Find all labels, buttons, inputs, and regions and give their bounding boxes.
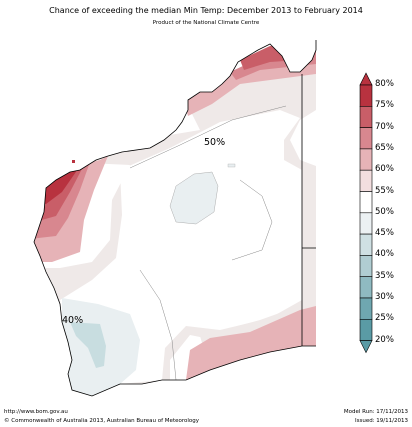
- legend-swatch: [359, 276, 373, 299]
- legend-label: 35%: [375, 270, 394, 281]
- coastline: [33, 40, 317, 397]
- band-40: [70, 322, 106, 368]
- contour-line-interior: [231, 179, 273, 261]
- state-border: [301, 74, 316, 346]
- island-mark: [72, 160, 75, 163]
- label-50-percent: 50%: [204, 137, 226, 148]
- footer-issued: Issued: 19/11/2013: [354, 418, 408, 424]
- map-subtitle: Product of the National Climate Centre: [152, 20, 260, 26]
- legend-swatch: [359, 212, 373, 235]
- legend-label: 50%: [375, 206, 394, 217]
- legend-label: 60%: [375, 164, 394, 175]
- legend-arrow-bottom: [359, 340, 373, 354]
- island-mark: [227, 163, 236, 168]
- legend-label: 55%: [375, 185, 394, 196]
- legend-swatch: [359, 255, 373, 277]
- contour-line-50: [129, 105, 287, 169]
- legend-swatch: [359, 318, 373, 341]
- legend-swatch: [359, 106, 373, 128]
- footer-model-run: Model Run: 17/11/2013: [343, 409, 408, 415]
- legend-swatch: [359, 191, 373, 214]
- label-40-percent: 40%: [62, 315, 84, 326]
- map-title: Chance of exceeding the median Min Temp:…: [49, 6, 363, 15]
- legend-label: 20%: [375, 334, 394, 345]
- footer-url: http://www.bom.gov.au: [4, 409, 68, 415]
- legend-label: 80%: [375, 79, 394, 89]
- legend-colorbar: [359, 72, 373, 354]
- legend-swatch: [359, 169, 373, 192]
- map-region: [33, 40, 317, 397]
- legend-swatch: [359, 127, 373, 150]
- band-65-southeast: [186, 306, 316, 380]
- legend-swatch: [359, 84, 373, 107]
- legend-swatch: [359, 233, 373, 256]
- legend-label: 75%: [375, 100, 394, 111]
- legend-label: 30%: [375, 292, 394, 302]
- legend-label: 65%: [375, 142, 394, 153]
- legend-label: 70%: [375, 121, 394, 132]
- legend-swatch: [359, 148, 373, 171]
- legend-swatch: [359, 297, 373, 320]
- legend-label: 45%: [375, 228, 394, 239]
- legend-arrow-top: [359, 72, 373, 86]
- interior-blob: [169, 171, 219, 225]
- legend-label: 40%: [375, 249, 394, 260]
- footer-copyright: © Commonwealth of Australia 2013, Austra…: [4, 418, 199, 424]
- contour-line-45: [139, 269, 177, 381]
- legend-label: 25%: [375, 313, 394, 324]
